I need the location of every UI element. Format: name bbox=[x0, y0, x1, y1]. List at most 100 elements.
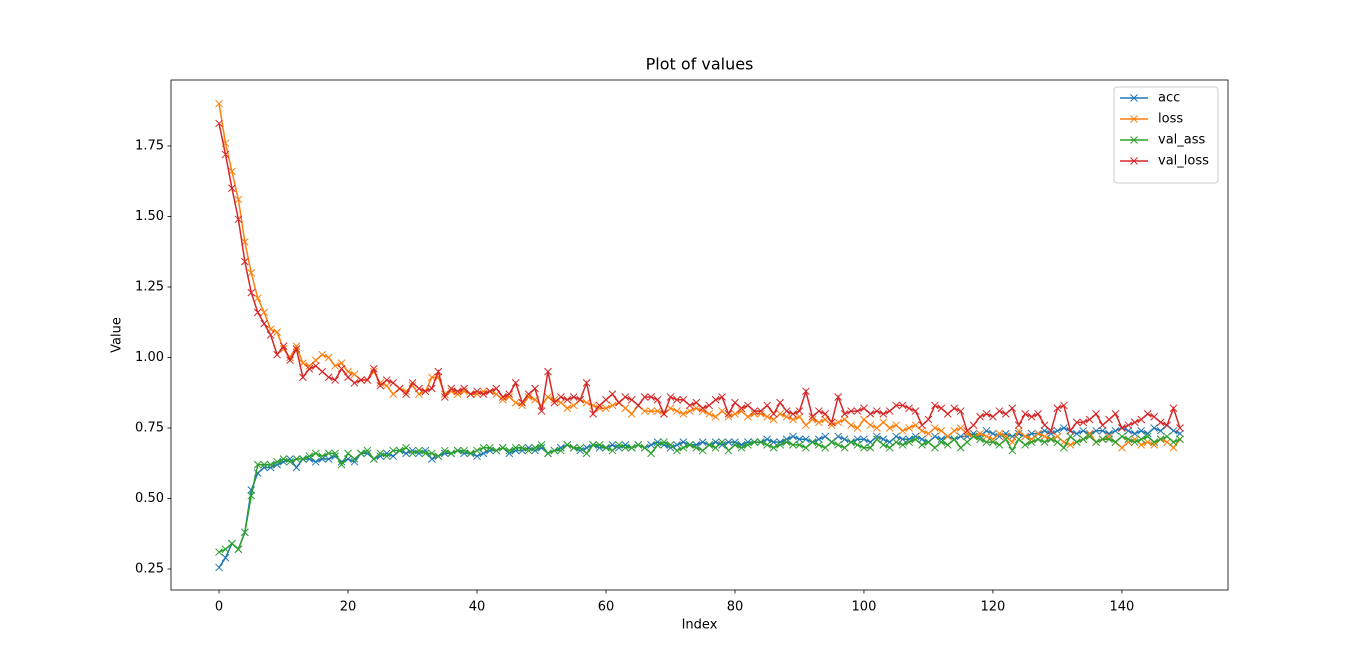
marker bbox=[1047, 429, 1055, 438]
marker bbox=[273, 350, 281, 359]
marker bbox=[357, 376, 365, 384]
marker bbox=[647, 407, 655, 415]
marker bbox=[931, 424, 939, 432]
marker bbox=[872, 435, 881, 444]
marker bbox=[1118, 432, 1126, 441]
marker bbox=[685, 407, 694, 415]
marker bbox=[1085, 429, 1094, 438]
marker bbox=[724, 412, 733, 421]
marker bbox=[589, 441, 597, 449]
x-tick-label: 100 bbox=[852, 600, 877, 615]
y-tick-label: 1.25 bbox=[135, 279, 164, 294]
marker bbox=[369, 455, 378, 463]
marker bbox=[673, 441, 681, 449]
marker bbox=[905, 438, 913, 446]
marker bbox=[1098, 435, 1107, 444]
y-tick-label: 1.00 bbox=[135, 350, 164, 365]
marker bbox=[956, 424, 965, 432]
marker bbox=[640, 407, 649, 415]
legend-marker bbox=[1130, 136, 1138, 144]
marker bbox=[260, 319, 269, 328]
marker bbox=[1014, 426, 1023, 435]
marker bbox=[382, 381, 391, 390]
marker bbox=[486, 387, 494, 396]
marker bbox=[234, 195, 243, 204]
marker bbox=[550, 446, 559, 455]
marker bbox=[1143, 438, 1152, 446]
marker bbox=[1098, 426, 1107, 435]
marker bbox=[324, 449, 333, 458]
marker bbox=[1163, 438, 1171, 446]
marker bbox=[1034, 429, 1042, 438]
marker bbox=[802, 443, 810, 452]
marker bbox=[834, 441, 843, 449]
marker bbox=[215, 548, 223, 556]
marker bbox=[408, 449, 417, 458]
marker bbox=[1130, 438, 1139, 446]
marker bbox=[253, 308, 262, 317]
marker bbox=[582, 449, 591, 458]
marker bbox=[756, 407, 765, 415]
marker bbox=[1040, 432, 1049, 441]
plot-frame bbox=[170, 79, 1229, 591]
marker bbox=[892, 432, 901, 441]
marker bbox=[524, 393, 533, 401]
marker bbox=[434, 452, 443, 461]
marker bbox=[1150, 438, 1159, 446]
marker bbox=[1079, 435, 1088, 444]
marker bbox=[544, 449, 552, 458]
marker bbox=[569, 443, 578, 452]
marker bbox=[789, 415, 797, 424]
marker bbox=[660, 410, 668, 418]
marker bbox=[1047, 426, 1055, 435]
marker bbox=[595, 401, 604, 410]
marker bbox=[1072, 429, 1081, 438]
marker bbox=[969, 432, 978, 441]
marker bbox=[924, 438, 933, 446]
marker bbox=[627, 410, 636, 418]
marker bbox=[318, 452, 327, 461]
marker bbox=[718, 438, 726, 446]
marker bbox=[937, 438, 946, 446]
marker bbox=[486, 443, 494, 452]
marker bbox=[1047, 435, 1055, 444]
marker bbox=[853, 407, 862, 415]
marker bbox=[892, 401, 901, 410]
marker bbox=[331, 362, 339, 370]
marker bbox=[627, 395, 636, 404]
marker bbox=[976, 429, 984, 438]
marker bbox=[324, 455, 333, 463]
marker bbox=[840, 415, 849, 424]
marker bbox=[918, 435, 926, 444]
marker bbox=[1098, 421, 1107, 430]
marker bbox=[872, 407, 881, 415]
marker bbox=[763, 401, 772, 410]
marker bbox=[595, 404, 604, 413]
marker bbox=[473, 446, 481, 455]
marker bbox=[744, 401, 752, 410]
marker bbox=[363, 446, 372, 455]
legend-box bbox=[1113, 86, 1219, 184]
marker bbox=[1053, 438, 1062, 446]
marker bbox=[956, 432, 965, 441]
marker bbox=[408, 379, 417, 387]
marker bbox=[834, 393, 843, 401]
marker bbox=[905, 424, 913, 432]
y-axis-label: Value bbox=[110, 317, 125, 353]
marker bbox=[789, 441, 797, 449]
marker bbox=[840, 435, 849, 444]
marker bbox=[1169, 404, 1178, 413]
marker bbox=[247, 269, 256, 277]
legend-label: val_ass bbox=[1158, 133, 1206, 148]
marker bbox=[627, 443, 636, 452]
marker bbox=[440, 446, 449, 455]
marker bbox=[995, 429, 1004, 438]
marker bbox=[1027, 412, 1036, 421]
marker bbox=[292, 463, 301, 472]
marker bbox=[698, 438, 707, 446]
marker bbox=[402, 449, 410, 458]
marker bbox=[1169, 443, 1178, 452]
marker bbox=[634, 401, 643, 410]
marker bbox=[615, 441, 623, 449]
x-tick-label: 120 bbox=[981, 600, 1006, 615]
